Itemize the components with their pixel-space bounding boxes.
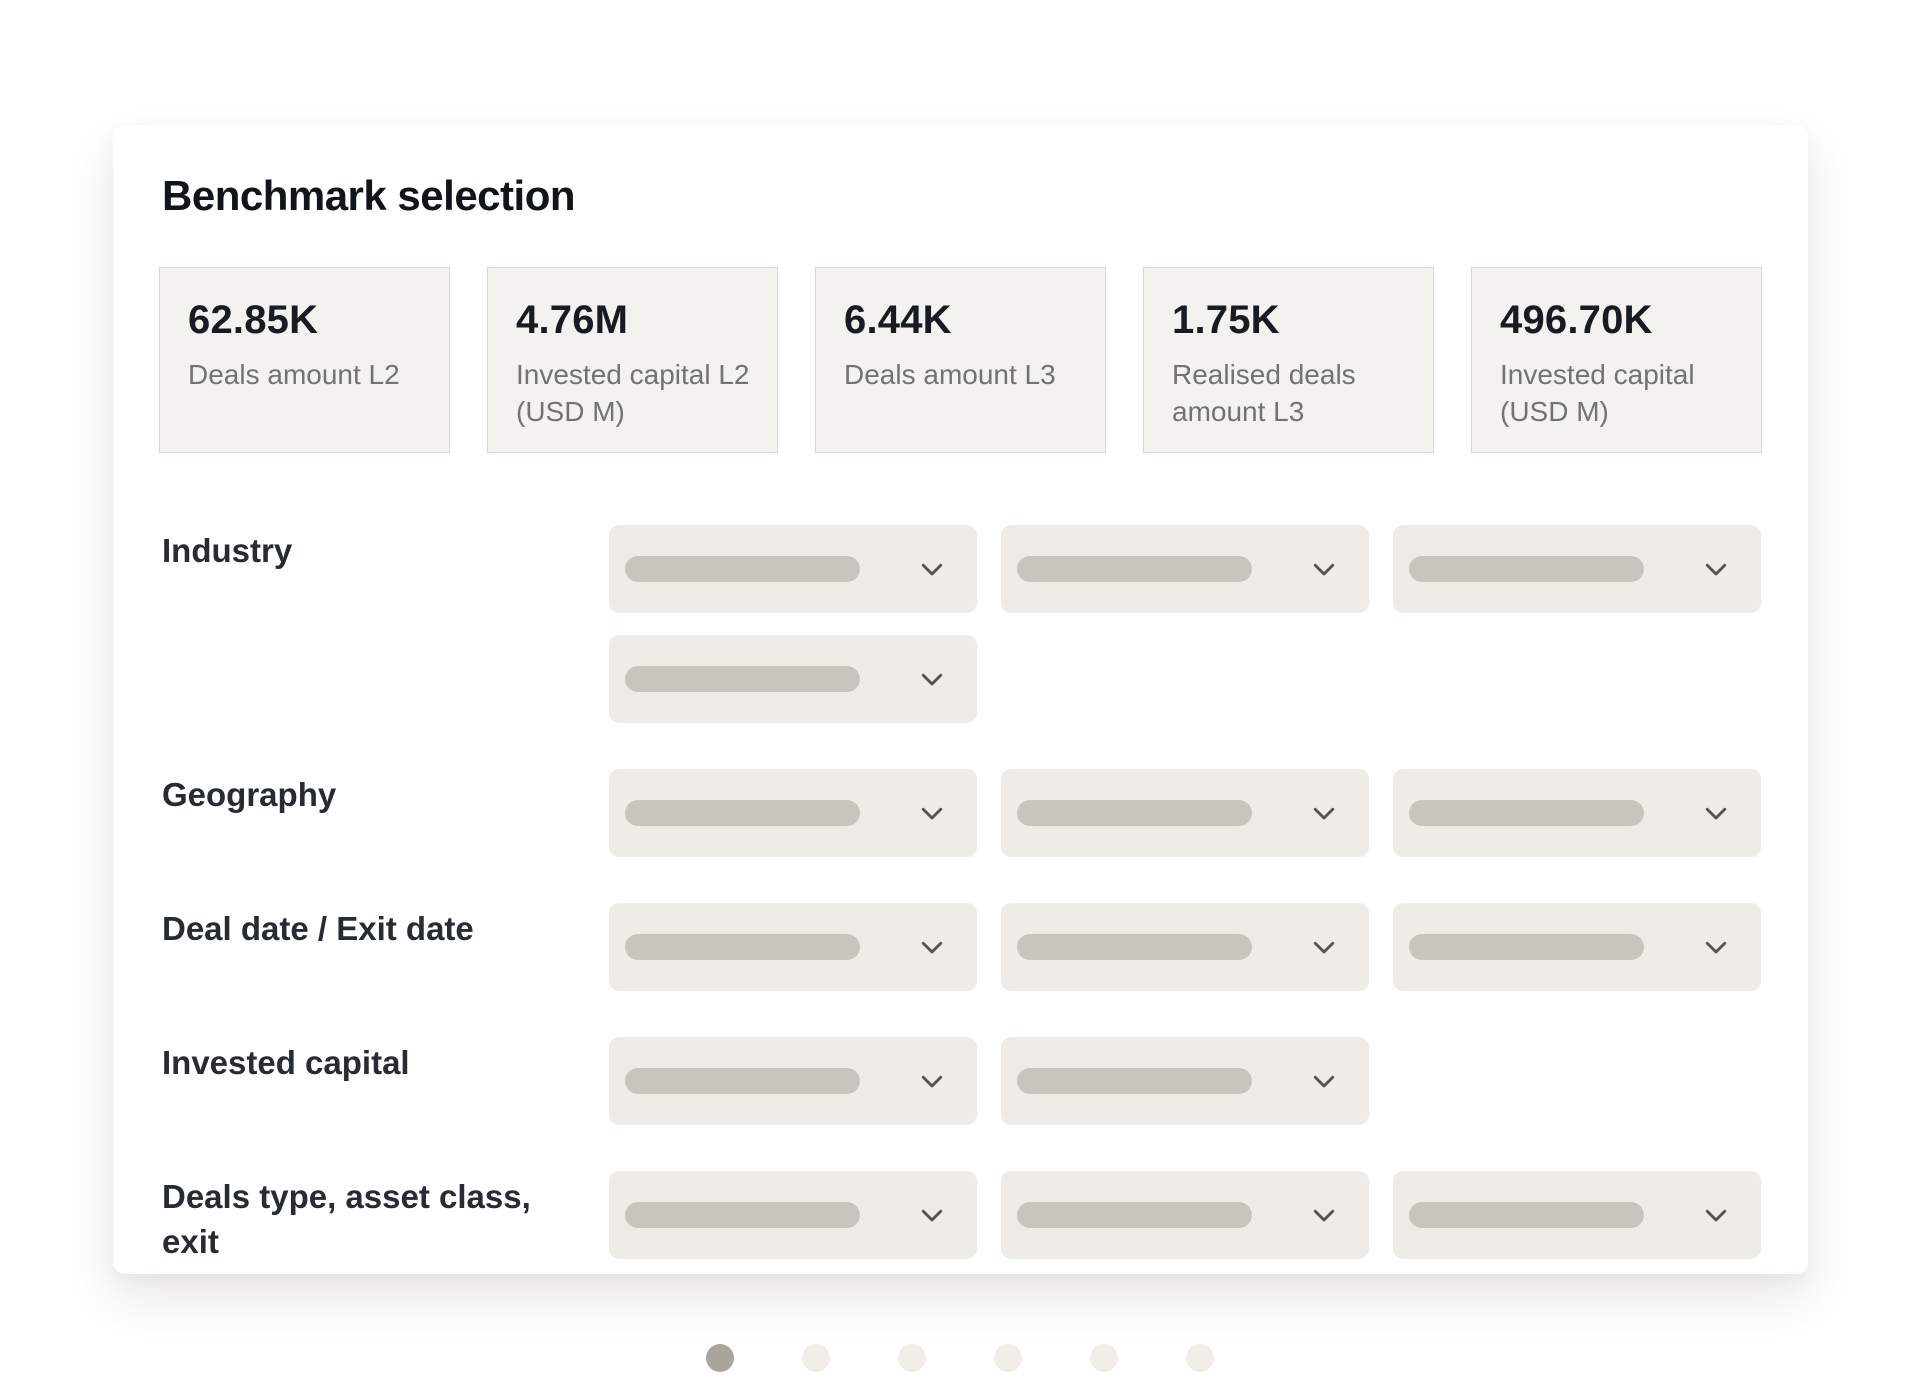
chevron-down-icon <box>921 563 943 575</box>
dropdown-row <box>609 524 1761 613</box>
chevron-down-icon <box>921 941 943 953</box>
stat-label: Invested capital (USD M) <box>1500 358 1695 427</box>
chevron-down-icon <box>1313 1209 1335 1221</box>
dropdown-select[interactable] <box>1001 524 1369 613</box>
skeleton-placeholder <box>1017 555 1252 582</box>
filter-dropdowns <box>609 902 1761 991</box>
filter-label: Deals type, asset class, exit <box>162 1177 531 1261</box>
stat-value: 4.76M <box>516 297 629 342</box>
carousel-dots <box>0 1344 1920 1372</box>
carousel-dot[interactable] <box>994 1344 1022 1372</box>
carousel-dot[interactable] <box>898 1344 926 1372</box>
chevron-down-icon <box>921 1209 943 1221</box>
chevron-down-icon <box>921 807 943 819</box>
stat-label: Deals amount L2 <box>188 358 400 390</box>
skeleton-placeholder <box>625 555 860 582</box>
filter-dropdowns <box>609 1036 1760 1125</box>
stat-value: 6.44K <box>844 297 952 342</box>
stat-card-invested-capital: 496.70K Invested capital (USD M) <box>1471 266 1762 453</box>
skeleton-placeholder <box>625 799 860 826</box>
filter-group-industry: Industry <box>159 524 1761 723</box>
filter-label: Invested capital <box>162 1043 410 1081</box>
carousel-dot[interactable] <box>706 1344 734 1372</box>
skeleton-placeholder <box>1409 1201 1644 1228</box>
stat-label: Invested capital L2 (USD M) <box>516 358 750 427</box>
filter-label: Geography <box>162 775 337 813</box>
skeleton-placeholder <box>1017 933 1252 960</box>
stat-card-invested-capital-l2: 4.76M Invested capital L2 (USD M) <box>487 266 778 453</box>
filter-group-invested-capital: Invested capital <box>159 1036 1760 1125</box>
chevron-down-icon <box>1705 1209 1727 1221</box>
skeleton-placeholder <box>1017 1067 1252 1094</box>
stat-value: 1.75K <box>1172 297 1280 342</box>
chevron-down-icon <box>1705 563 1727 575</box>
dropdown-select[interactable] <box>1393 768 1761 857</box>
chevron-down-icon <box>1705 941 1727 953</box>
chevron-down-icon <box>921 1075 943 1087</box>
skeleton-placeholder <box>625 933 860 960</box>
dropdown-select[interactable] <box>609 1170 977 1259</box>
filter-label: Deal date / Exit date <box>162 909 474 947</box>
chevron-down-icon <box>1313 1075 1335 1087</box>
skeleton-placeholder <box>625 1201 860 1228</box>
page-title: Benchmark selection <box>162 172 576 219</box>
stat-label: Deals amount L3 <box>844 358 1056 390</box>
stat-card-deals-amount-l2: 62.85K Deals amount L2 <box>159 266 450 453</box>
skeleton-placeholder <box>1017 1201 1252 1228</box>
chevron-down-icon <box>1313 807 1335 819</box>
filter-group-deal-date-exit-date: Deal date / Exit date <box>159 902 1761 991</box>
stat-card-realised-deals-amount-l3: 1.75K Realised deals amount L3 <box>1143 266 1434 453</box>
dropdown-select[interactable] <box>609 768 977 857</box>
dropdown-select[interactable] <box>1001 902 1369 991</box>
stat-card-deals-amount-l3: 6.44K Deals amount L3 <box>815 266 1106 453</box>
filter-dropdowns <box>609 768 1761 857</box>
dropdown-select[interactable] <box>609 902 977 991</box>
dropdown-select[interactable] <box>609 1036 977 1125</box>
stats-row: 62.85K Deals amount L2 4.76M Invested ca… <box>159 266 1762 453</box>
chevron-down-icon <box>1705 807 1727 819</box>
dropdown-select[interactable] <box>1393 1170 1761 1259</box>
filters: Industry Geography Deal date / Exit date In… <box>159 524 1761 1265</box>
benchmark-selection-card: Benchmark selection 62.85K Deals amount … <box>113 125 1808 1274</box>
stat-value: 496.70K <box>1500 297 1653 342</box>
dropdown-row <box>609 1036 1760 1125</box>
dropdown-row <box>609 768 1761 857</box>
filter-label: Industry <box>162 531 293 569</box>
skeleton-placeholder <box>625 1067 860 1094</box>
dropdown-select[interactable] <box>1001 1036 1369 1125</box>
skeleton-placeholder <box>1409 799 1644 826</box>
chevron-down-icon <box>1313 941 1335 953</box>
carousel-dot[interactable] <box>1186 1344 1214 1372</box>
filter-dropdowns <box>609 524 1761 723</box>
stat-value: 62.85K <box>188 297 319 342</box>
dropdown-row <box>609 634 1761 723</box>
dropdown-select[interactable] <box>1001 768 1369 857</box>
dropdown-row <box>609 902 1761 991</box>
dropdown-select[interactable] <box>609 524 977 613</box>
dropdown-select[interactable] <box>609 634 977 723</box>
dropdown-select[interactable] <box>1393 902 1761 991</box>
chevron-down-icon <box>921 673 943 685</box>
dropdown-row <box>609 1170 1761 1259</box>
filter-group-deals-type-asset-class-exit: Deals type, asset class, exit <box>159 1170 1761 1265</box>
dropdown-select[interactable] <box>1393 524 1761 613</box>
skeleton-placeholder <box>625 665 860 692</box>
stat-label: Realised deals amount L3 <box>1172 358 1356 427</box>
skeleton-placeholder <box>1017 799 1252 826</box>
dropdown-select[interactable] <box>1001 1170 1369 1259</box>
skeleton-placeholder <box>1409 933 1644 960</box>
filter-dropdowns <box>609 1170 1761 1259</box>
chevron-down-icon <box>1313 563 1335 575</box>
skeleton-placeholder <box>1409 555 1644 582</box>
carousel-dot[interactable] <box>802 1344 830 1372</box>
filter-group-geography: Geography <box>159 768 1761 857</box>
carousel-dot[interactable] <box>1090 1344 1118 1372</box>
